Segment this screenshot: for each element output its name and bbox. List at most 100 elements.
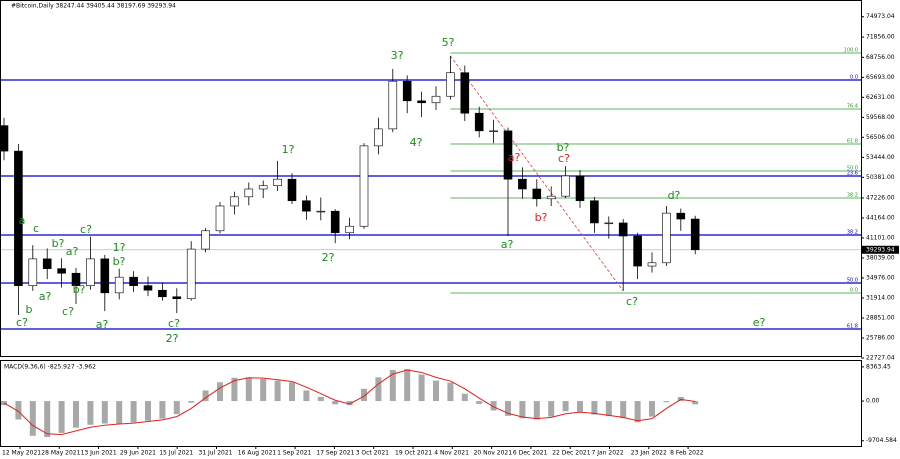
candle-body <box>374 128 383 147</box>
wave-label: c? <box>62 305 74 318</box>
x-tick-label: 31 Jul 2021 <box>199 450 233 457</box>
x-tick-label: 6 Dec 2021 <box>513 450 548 457</box>
x-tick-label: 7 Jan 2022 <box>592 450 624 457</box>
level-label: 23.6 <box>847 170 858 176</box>
macd-bar <box>447 382 454 402</box>
wave-label: c? <box>558 152 570 165</box>
wave-label: 5? <box>442 36 455 49</box>
wave-label: c <box>33 222 39 235</box>
x-tick-label: 3 Oct 2021 <box>356 450 389 457</box>
macd-bar <box>15 401 22 420</box>
wave-label: a <box>19 214 26 227</box>
current-price-label: 39293.94 <box>866 246 895 253</box>
macd-bar <box>303 390 310 402</box>
price-panel-frame <box>0 0 862 357</box>
candle-body <box>561 175 570 197</box>
chart-title: #Bitcoin,Daily 38247.44 39405.44 38197.6… <box>11 3 176 10</box>
candle-body <box>244 188 254 198</box>
macd-bar <box>548 401 555 417</box>
candle-body <box>518 178 527 190</box>
candle-body <box>460 72 470 114</box>
wave-label: b? <box>557 141 570 154</box>
y-tick-label: 59568.00 <box>866 114 895 121</box>
macd-tick-label: 0.00 <box>866 398 880 405</box>
candle-body <box>546 195 556 200</box>
wave-label: c? <box>80 223 92 236</box>
macd-tick-label: -9704.584 <box>866 437 897 444</box>
wave-label: a? <box>39 290 52 303</box>
y-tick-label: 22727.04 <box>866 354 895 361</box>
level-label: 50.0 <box>847 277 858 283</box>
macd-panel-frame <box>0 360 862 447</box>
wave-label: a? <box>501 238 514 251</box>
x-tick-label: 15 Jul 2021 <box>159 450 193 457</box>
candle-body <box>590 200 599 224</box>
y-tick-label: 44164.00 <box>866 214 895 221</box>
macd-bar <box>692 401 699 405</box>
wave-label: 4? <box>410 136 423 149</box>
macd-bar <box>505 401 511 416</box>
candle-body <box>143 285 153 291</box>
candle-body <box>215 205 225 232</box>
y-tick-label: 53444.00 <box>866 154 895 161</box>
level-label: 61.8 <box>847 138 858 144</box>
candle-body <box>14 150 23 286</box>
y-tick-label: 38039.00 <box>866 254 895 261</box>
candle-body <box>647 262 657 267</box>
macd-bar <box>562 401 569 412</box>
candle-body <box>0 125 9 152</box>
candle-body <box>489 130 498 132</box>
wave-label: d? <box>668 189 681 202</box>
wave-label: c? <box>626 295 638 308</box>
wave-label: e? <box>753 316 766 329</box>
level-label: 38.2 <box>847 229 858 235</box>
candle-body <box>273 178 282 187</box>
candle-body <box>604 222 614 225</box>
candle-body <box>575 175 585 202</box>
macd-bar <box>260 378 267 402</box>
x-tick-label: 28 May 2021 <box>41 450 80 457</box>
candle-body <box>71 272 81 286</box>
x-tick-label: 8 Feb 2022 <box>670 450 704 457</box>
y-tick-label: 74973.04 <box>866 13 895 20</box>
x-tick-label: 17 Sep 2021 <box>316 450 354 457</box>
macd-bar <box>332 401 339 405</box>
macd-bar <box>519 401 526 419</box>
level-label: 0.0 <box>850 74 858 80</box>
macd-bar <box>620 401 627 419</box>
macd-bar <box>346 401 353 406</box>
macd-bar <box>289 382 295 402</box>
macd-bar <box>73 401 79 428</box>
wave-label: 3? <box>391 49 404 62</box>
x-tick-label: 20 Nov 2021 <box>474 450 513 457</box>
candle-body <box>359 145 369 227</box>
macd-bar <box>44 401 51 438</box>
candle-body <box>532 188 542 200</box>
wave-label: 1? <box>282 143 295 156</box>
y-tick-label: 34976.00 <box>866 274 895 281</box>
candle-body <box>129 276 138 286</box>
macd-bar <box>159 401 166 419</box>
y-tick-label: 56506.00 <box>866 134 895 141</box>
trend-line <box>450 55 624 292</box>
macd-bar <box>58 401 65 433</box>
candle-body <box>388 80 398 130</box>
x-tick-label: 4 Nov 2021 <box>434 450 469 457</box>
macd-bar <box>130 401 137 423</box>
candle-body <box>302 200 311 212</box>
candle-body <box>417 100 426 104</box>
macd-bar <box>101 401 108 424</box>
candle-body <box>28 258 38 286</box>
x-tick-label: 19 Oct 2021 <box>395 450 432 457</box>
wave-label: c? <box>16 316 28 329</box>
candle-body <box>258 185 268 190</box>
y-tick-label: 47226.00 <box>866 194 895 201</box>
candle-body <box>690 218 700 251</box>
y-tick-label: 41101.00 <box>866 234 895 241</box>
macd-bar <box>87 401 94 425</box>
candle-body <box>57 268 66 274</box>
candle-body <box>201 230 210 250</box>
level-label: 76.4 <box>847 103 858 109</box>
candle-body <box>100 258 110 294</box>
macd-signal <box>3 369 696 436</box>
